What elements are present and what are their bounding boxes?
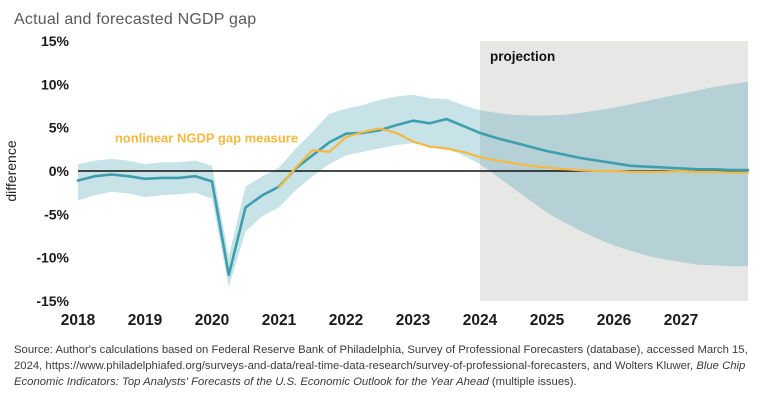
x-tick-label: 2027: [664, 312, 698, 329]
y-tick-label: 0%: [49, 163, 70, 179]
projection-label: projection: [490, 49, 555, 64]
x-tick-label: 2024: [463, 312, 498, 329]
ngdp-gap-chart: projection nonlinear NGDP gap measure 15% 1…: [0, 31, 768, 340]
x-tick-label: 2025: [530, 312, 565, 329]
uncertainty-band: [78, 81, 748, 288]
x-tick-label: 2022: [329, 312, 363, 329]
source-note: Source: Author's calculations based on F…: [0, 340, 768, 390]
y-tick-label: -15%: [36, 293, 69, 309]
y-tick-label: 15%: [41, 33, 70, 49]
y-tick-label: -10%: [36, 250, 69, 266]
y-tick-label: 5%: [49, 120, 70, 136]
x-tick-label: 2026: [597, 312, 632, 329]
source-text-2: (multiple issues).: [488, 376, 577, 389]
y-axis-label: difference: [3, 140, 19, 201]
source-text-italic: Blue Chip Economic Indicators: Top Analy…: [14, 360, 746, 389]
chart-canvas: projection nonlinear NGDP gap measure 15% 1…: [3, 33, 750, 329]
series-line-0: [76, 117, 750, 277]
chart-title: Actual and forecasted NGDP gap: [14, 11, 257, 28]
y-tick-label: -5%: [44, 206, 69, 222]
x-tick-label: 2021: [262, 312, 297, 329]
y-tick-label: 10%: [41, 76, 70, 92]
x-tick-label: 2023: [396, 312, 431, 329]
x-tick-label: 2020: [195, 312, 229, 329]
x-tick-label: 2019: [128, 312, 163, 329]
series-line-1: [277, 127, 750, 189]
source-text-1: Source: Author's calculations based on F…: [14, 344, 748, 373]
x-tick-label: 2018: [61, 312, 96, 329]
series-label-nonlinear: nonlinear NGDP gap measure: [115, 130, 298, 145]
